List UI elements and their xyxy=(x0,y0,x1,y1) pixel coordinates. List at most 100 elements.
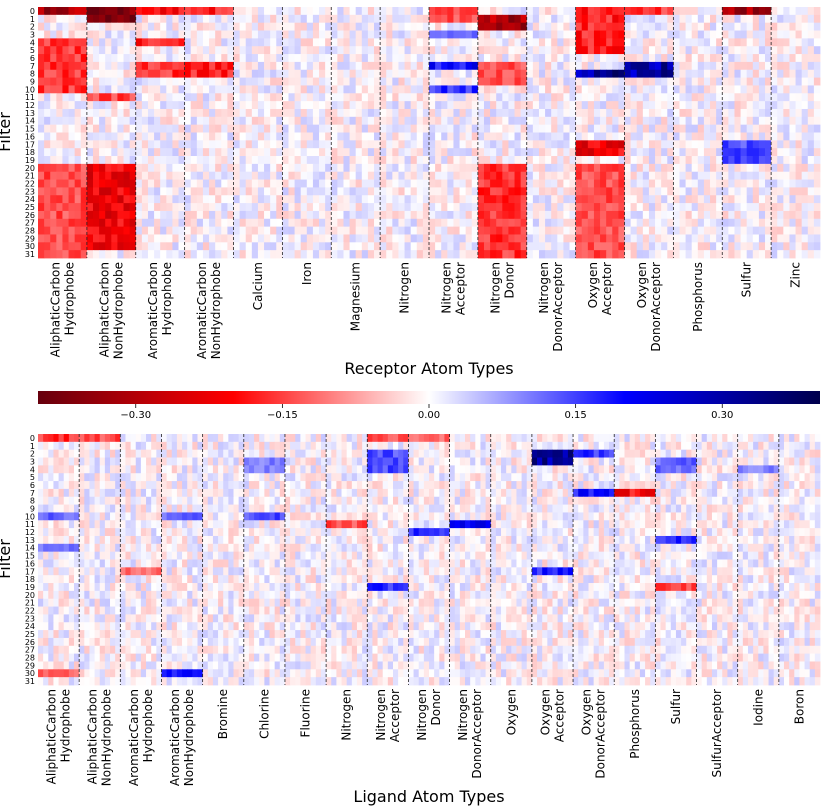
heatmap-cell xyxy=(58,465,65,474)
heatmap-cell xyxy=(581,226,589,235)
heatmap-cell xyxy=(636,250,644,259)
heatmap-cell xyxy=(367,7,375,16)
heatmap-cell xyxy=(221,14,228,24)
heatmap-cell xyxy=(43,473,49,482)
heatmap-cell xyxy=(545,187,552,196)
heatmap-cell xyxy=(367,124,375,133)
heatmap-cell xyxy=(129,124,137,133)
heatmap-cell xyxy=(648,163,656,173)
heatmap-cell xyxy=(583,434,589,443)
heatmap-cell xyxy=(68,54,76,63)
heatmap-cell xyxy=(581,163,589,173)
heatmap-cell xyxy=(710,242,717,251)
heatmap-cell xyxy=(178,140,186,149)
heatmap-cell xyxy=(801,195,809,204)
heatmap-cell xyxy=(50,187,57,196)
heatmap-cell xyxy=(355,46,363,55)
heatmap-cell xyxy=(117,124,124,133)
heatmap-cell xyxy=(612,148,619,157)
heatmap-cell xyxy=(227,38,234,47)
heatmap-cell xyxy=(630,140,638,149)
heatmap-cell xyxy=(673,61,680,71)
heatmap-cell xyxy=(728,22,735,31)
heatmap-cell xyxy=(300,46,308,55)
heatmap-cell xyxy=(630,54,638,63)
heatmap-cell xyxy=(86,30,94,39)
heatmap-cell xyxy=(752,124,760,133)
heatmap-cell xyxy=(355,38,363,47)
heatmap-cell xyxy=(551,148,558,157)
heatmap-cell xyxy=(514,14,522,24)
heatmap-cell xyxy=(710,116,717,126)
heatmap-cell xyxy=(514,187,522,196)
heatmap-cell xyxy=(80,132,88,141)
heatmap-cell xyxy=(62,179,69,188)
heatmap-cell xyxy=(264,210,271,220)
heatmap-cell xyxy=(789,61,796,71)
heatmap-cell xyxy=(465,54,473,63)
heatmap-cell xyxy=(581,187,589,196)
heatmap-cell xyxy=(480,449,486,458)
heatmap-cell xyxy=(485,449,492,458)
heatmap-cell xyxy=(740,101,748,110)
heatmap-cell xyxy=(765,210,772,220)
heatmap-cell xyxy=(593,14,601,24)
heatmap-cell xyxy=(569,30,577,39)
heatmap-cell xyxy=(325,195,332,204)
heatmap-cell xyxy=(105,93,112,102)
heatmap-cell xyxy=(233,250,241,259)
heatmap-cell xyxy=(86,148,94,157)
heatmap-cell xyxy=(630,85,638,94)
heatmap-cell xyxy=(650,465,656,474)
heatmap-cell xyxy=(233,234,241,243)
heatmap-cell xyxy=(123,171,131,180)
heatmap-cell xyxy=(331,69,338,78)
heatmap-cell xyxy=(636,156,644,165)
heatmap-cell xyxy=(600,226,607,235)
heatmap-cell xyxy=(600,124,607,133)
heatmap-cell xyxy=(563,30,570,39)
heatmap-cell xyxy=(202,210,210,220)
heatmap-cell xyxy=(538,85,546,94)
heatmap-cell xyxy=(807,14,815,24)
heatmap-cell xyxy=(655,101,662,110)
heatmap-cell xyxy=(105,148,112,157)
heatmap-cell xyxy=(496,148,503,157)
heatmap-cell xyxy=(807,7,815,16)
heatmap-cell xyxy=(245,242,253,251)
heatmap-cell xyxy=(319,218,326,228)
heatmap-cell xyxy=(777,156,784,165)
heatmap-cell xyxy=(86,187,94,196)
heatmap-cell xyxy=(734,93,741,102)
heatmap-cell xyxy=(264,61,271,71)
heatmap-cell xyxy=(50,38,57,47)
heatmap-cell xyxy=(807,54,815,63)
heatmap-cell xyxy=(665,441,672,451)
heatmap-cell xyxy=(422,14,430,24)
heatmap-cell xyxy=(172,7,179,16)
heatmap-cell xyxy=(380,132,387,141)
heatmap-cell xyxy=(526,46,534,55)
heatmap-cell xyxy=(606,156,613,165)
heatmap-cell xyxy=(123,226,131,235)
heatmap-cell xyxy=(337,7,344,16)
heatmap-cell xyxy=(392,187,399,196)
heatmap-cell xyxy=(496,226,503,235)
heatmap-cell xyxy=(814,449,821,458)
heatmap-cell xyxy=(711,457,718,466)
heatmap-cell xyxy=(619,449,625,458)
heatmap-cell xyxy=(209,108,216,118)
heatmap-cell xyxy=(636,210,644,220)
heatmap-cell xyxy=(453,179,460,188)
heatmap-cell xyxy=(404,179,412,188)
heatmap-cell xyxy=(74,22,82,31)
heatmap-cell xyxy=(99,449,106,458)
heatmap-cell xyxy=(667,93,674,102)
heatmap-cell xyxy=(305,441,312,451)
heatmap-cell xyxy=(184,69,192,78)
heatmap-cell xyxy=(154,226,161,235)
heatmap-cell xyxy=(398,457,404,466)
heatmap-cell xyxy=(477,218,485,228)
heatmap-cell xyxy=(300,69,308,78)
heatmap-cell xyxy=(282,250,289,259)
